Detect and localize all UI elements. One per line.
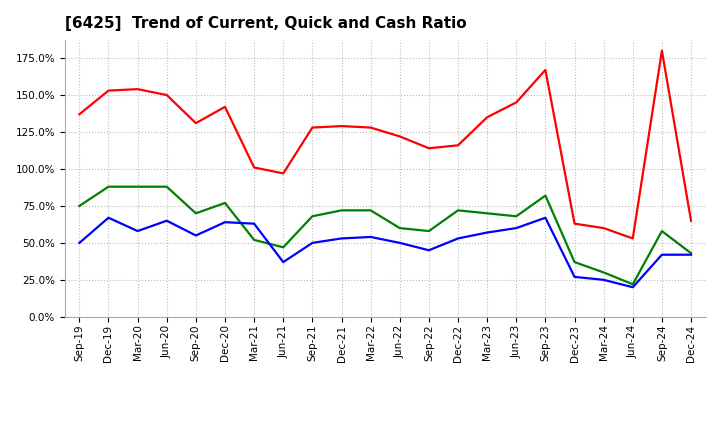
Cash Ratio bbox=[163, 218, 171, 224]
Current Ratio bbox=[220, 104, 229, 110]
Quick Ratio bbox=[192, 211, 200, 216]
Cash Ratio bbox=[308, 240, 317, 246]
Quick Ratio bbox=[541, 193, 550, 198]
Cash Ratio bbox=[75, 240, 84, 246]
Current Ratio bbox=[192, 121, 200, 126]
Cash Ratio bbox=[192, 233, 200, 238]
Current Ratio bbox=[454, 143, 462, 148]
Cash Ratio bbox=[599, 277, 608, 282]
Current Ratio bbox=[541, 67, 550, 73]
Quick Ratio bbox=[133, 184, 142, 189]
Cash Ratio bbox=[541, 215, 550, 220]
Current Ratio bbox=[250, 165, 258, 170]
Quick Ratio bbox=[512, 214, 521, 219]
Quick Ratio bbox=[337, 208, 346, 213]
Cash Ratio bbox=[395, 240, 404, 246]
Line: Quick Ratio: Quick Ratio bbox=[79, 187, 691, 284]
Line: Cash Ratio: Cash Ratio bbox=[79, 218, 691, 287]
Quick Ratio bbox=[425, 228, 433, 234]
Current Ratio bbox=[483, 114, 492, 120]
Cash Ratio bbox=[250, 221, 258, 226]
Cash Ratio bbox=[104, 215, 113, 220]
Quick Ratio bbox=[599, 270, 608, 275]
Quick Ratio bbox=[395, 225, 404, 231]
Current Ratio bbox=[104, 88, 113, 93]
Quick Ratio bbox=[163, 184, 171, 189]
Cash Ratio bbox=[629, 285, 637, 290]
Quick Ratio bbox=[279, 245, 287, 250]
Cash Ratio bbox=[279, 260, 287, 265]
Quick Ratio bbox=[250, 237, 258, 242]
Cash Ratio bbox=[337, 236, 346, 241]
Cash Ratio bbox=[220, 220, 229, 225]
Quick Ratio bbox=[454, 208, 462, 213]
Current Ratio bbox=[163, 92, 171, 98]
Cash Ratio bbox=[133, 228, 142, 234]
Quick Ratio bbox=[75, 203, 84, 209]
Quick Ratio bbox=[308, 214, 317, 219]
Quick Ratio bbox=[483, 211, 492, 216]
Current Ratio bbox=[133, 87, 142, 92]
Cash Ratio bbox=[454, 236, 462, 241]
Current Ratio bbox=[75, 112, 84, 117]
Text: [6425]  Trend of Current, Quick and Cash Ratio: [6425] Trend of Current, Quick and Cash … bbox=[65, 16, 467, 32]
Current Ratio bbox=[629, 236, 637, 241]
Cash Ratio bbox=[512, 225, 521, 231]
Quick Ratio bbox=[687, 251, 696, 256]
Current Ratio bbox=[657, 48, 666, 53]
Cash Ratio bbox=[570, 274, 579, 279]
Current Ratio bbox=[425, 146, 433, 151]
Current Ratio bbox=[687, 218, 696, 224]
Current Ratio bbox=[599, 225, 608, 231]
Quick Ratio bbox=[629, 282, 637, 287]
Quick Ratio bbox=[220, 200, 229, 205]
Current Ratio bbox=[279, 171, 287, 176]
Cash Ratio bbox=[657, 252, 666, 257]
Cash Ratio bbox=[425, 248, 433, 253]
Current Ratio bbox=[570, 221, 579, 226]
Quick Ratio bbox=[104, 184, 113, 189]
Cash Ratio bbox=[483, 230, 492, 235]
Current Ratio bbox=[366, 125, 375, 130]
Cash Ratio bbox=[687, 252, 696, 257]
Quick Ratio bbox=[657, 228, 666, 234]
Current Ratio bbox=[512, 100, 521, 105]
Quick Ratio bbox=[570, 260, 579, 265]
Line: Current Ratio: Current Ratio bbox=[79, 51, 691, 238]
Current Ratio bbox=[337, 124, 346, 129]
Cash Ratio bbox=[366, 235, 375, 240]
Quick Ratio bbox=[366, 208, 375, 213]
Current Ratio bbox=[395, 134, 404, 139]
Current Ratio bbox=[308, 125, 317, 130]
